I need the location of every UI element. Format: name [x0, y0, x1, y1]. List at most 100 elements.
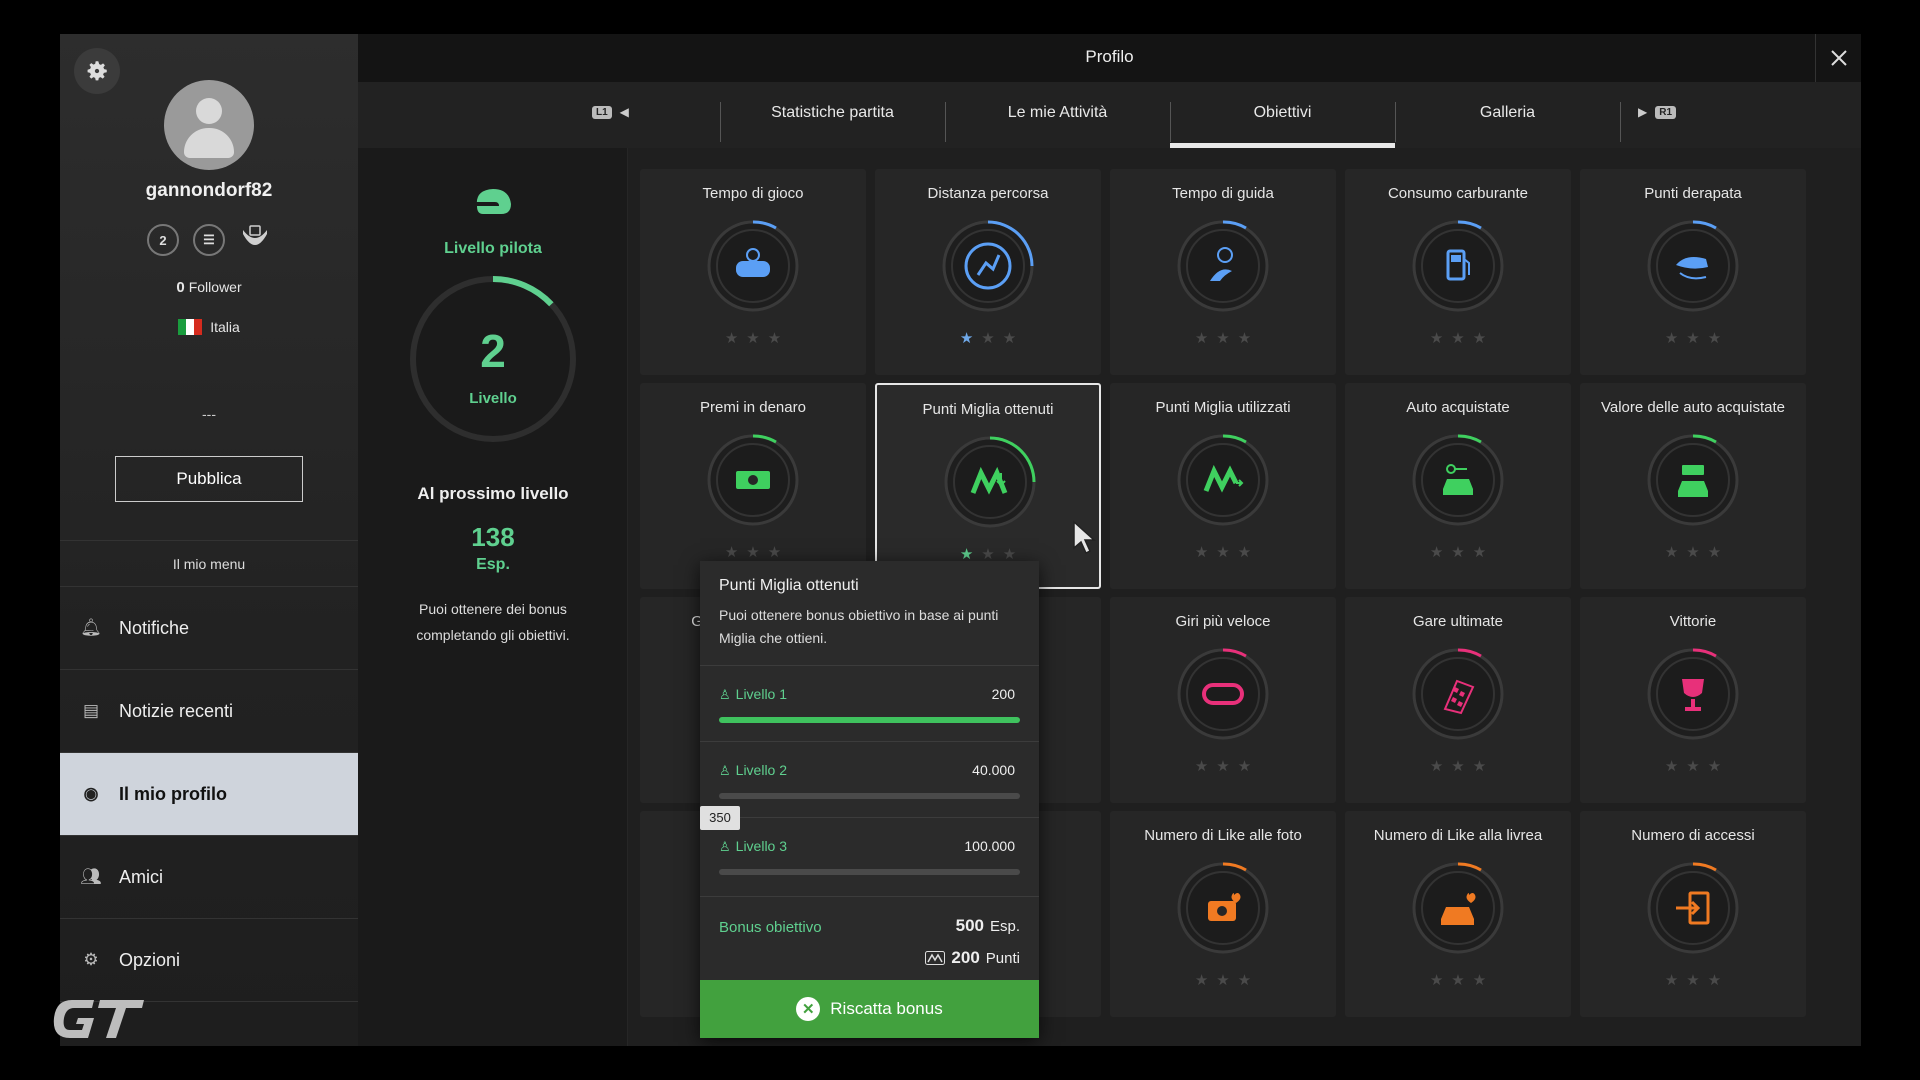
- star-icon: ★: [1002, 330, 1025, 347]
- goal-stars: ★★★: [1110, 971, 1336, 989]
- goal-title: Vittorie: [1669, 613, 1717, 630]
- star-icon: ★: [1237, 972, 1260, 989]
- goal-title: Auto acquistate: [1406, 399, 1510, 416]
- star-icon: ★: [724, 544, 747, 561]
- title-bar: Profilo: [358, 34, 1861, 82]
- star-icon: ★: [1237, 758, 1260, 775]
- goal-stars: ★★★: [1580, 543, 1806, 561]
- star-icon: ★: [1429, 330, 1452, 347]
- star-icon: ★: [1451, 758, 1473, 775]
- star-icon: ★: [1472, 972, 1495, 989]
- star-icon: ★: [1237, 330, 1260, 347]
- followers-count: 0: [176, 279, 185, 296]
- tab-bar: L1 ◀ Statistiche partita Le mie Attività …: [358, 82, 1861, 148]
- car-cash-icon: [1646, 433, 1740, 527]
- tab-attivita[interactable]: Le mie Attività: [1007, 104, 1108, 121]
- star-icon: ★: [1664, 330, 1687, 347]
- goal-title: Punti Miglia utilizzati: [1155, 399, 1291, 416]
- avatar[interactable]: [164, 80, 254, 170]
- goal-card[interactable]: Premi in denaro ★★★: [640, 383, 866, 589]
- window-title: Profilo: [1085, 47, 1134, 66]
- goal-card[interactable]: Giri più veloce ★★★: [1110, 597, 1336, 803]
- star-icon: ★: [1237, 544, 1260, 561]
- shield-badge-icon: [239, 224, 271, 256]
- claim-bonus-button[interactable]: ✕ Riscatta bonus: [700, 980, 1039, 1038]
- goal-bonus: Bonus obiettivo 500 Esp. 200 Punti: [700, 896, 1039, 976]
- star-icon: ★: [1194, 544, 1217, 561]
- mileage-used-icon: [1176, 433, 1270, 527]
- goal-stars: ★★★: [1345, 757, 1571, 775]
- star-icon: ★: [1686, 758, 1708, 775]
- goal-card[interactable]: Valore delle auto acquistate ★★★: [1580, 383, 1806, 589]
- goal-card[interactable]: Punti Miglia utilizzati ★★★: [1110, 383, 1336, 589]
- gamepad-icon: [706, 219, 800, 313]
- tab-galleria[interactable]: Galleria: [1479, 104, 1536, 121]
- username: gannondorf82: [145, 180, 273, 201]
- cross-button-icon: ✕: [796, 997, 821, 1021]
- goal-stars: ★★★: [875, 329, 1101, 347]
- goal-card[interactable]: Tempo di gioco ★★★: [640, 169, 866, 375]
- goal-card[interactable]: Vittorie ★★★: [1580, 597, 1806, 803]
- star-icon: ★: [1472, 330, 1495, 347]
- star-icon: ★: [1686, 330, 1708, 347]
- tab-statistiche[interactable]: Statistiche partita: [771, 104, 894, 121]
- tab-next-button[interactable]: ▶ R1: [1638, 105, 1677, 119]
- star-icon: ★: [1451, 972, 1473, 989]
- r1-button-label: R1: [1655, 105, 1677, 119]
- menu-item-notizie[interactable]: ▤ Notizie recenti: [60, 670, 358, 753]
- goal-level-name: Livello 2: [719, 762, 787, 779]
- goal-card[interactable]: Distanza percorsa ★★★: [875, 169, 1101, 375]
- star-icon: ★: [746, 544, 768, 561]
- goal-card[interactable]: Numero di Like alle foto ★★★: [1110, 811, 1336, 1017]
- goal-card[interactable]: Numero di accessi ★★★: [1580, 811, 1806, 1017]
- goal-card[interactable]: Punti Miglia ottenuti ★★★: [875, 383, 1101, 589]
- goal-card[interactable]: Punti derapata ★★★: [1580, 169, 1806, 375]
- menu-item-opzioni[interactable]: ⚙ Opzioni: [60, 919, 358, 1002]
- driver-level-label: Livello: [469, 390, 517, 407]
- current-value-tag: 350: [700, 806, 740, 830]
- goal-level-progress-bar: [719, 717, 1020, 723]
- star-icon: ★: [1002, 546, 1025, 563]
- goal-title: Premi in denaro: [700, 399, 806, 416]
- cash-icon: [706, 433, 800, 527]
- goal-title: Tempo di gioco: [702, 185, 804, 202]
- goal-card[interactable]: Tempo di guida ★★★: [1110, 169, 1336, 375]
- goal-stars: ★★★: [640, 329, 866, 347]
- next-level-value: 138: [471, 522, 515, 552]
- goal-stars: ★★★: [1110, 329, 1336, 347]
- star-icon: ★: [1707, 330, 1730, 347]
- close-button[interactable]: [1815, 34, 1861, 82]
- menu-item-notifiche[interactable]: 🔔︎ Notifiche: [60, 587, 358, 670]
- star-icon: ★: [959, 330, 982, 347]
- goal-title: Consumo carburante: [1387, 185, 1529, 202]
- goal-card[interactable]: Numero di Like alla livrea ★★★: [1345, 811, 1571, 1017]
- bonus-points-value: 200: [951, 948, 980, 967]
- country-name: Italia: [210, 319, 240, 335]
- goal-level-3: Livello 3 100.000: [700, 817, 1039, 893]
- menu-item-profilo[interactable]: ◉ Il mio profilo: [60, 753, 358, 836]
- menu-item-amici[interactable]: 👥︎ Amici: [60, 836, 358, 919]
- arrow-left-icon: ◀: [619, 105, 629, 119]
- goal-card[interactable]: Gare ultimate ★★★: [1345, 597, 1571, 803]
- settings-button[interactable]: [74, 48, 120, 94]
- checkered-flag-icon: [1411, 647, 1505, 741]
- goal-stars: ★★★: [1580, 329, 1806, 347]
- goal-title: Punti derapata: [1644, 185, 1742, 202]
- sidebar: gannondorf82 2 ☰ 0 Follower Italia --- Pu…: [53, 34, 358, 1046]
- goal-card[interactable]: Consumo carburante ★★★: [1345, 169, 1571, 375]
- goal-title: Punti Miglia ottenuti: [922, 401, 1054, 418]
- tab-obiettivi[interactable]: Obiettivi: [1170, 82, 1395, 148]
- goal-stars: ★★★: [1345, 329, 1571, 347]
- star-icon: ★: [1707, 758, 1730, 775]
- goal-card[interactable]: Auto acquistate ★★★: [1345, 383, 1571, 589]
- publish-button[interactable]: Pubblica: [115, 456, 303, 502]
- followers-info[interactable]: 0 Follower: [60, 279, 358, 296]
- goal-detail-popup: Punti Miglia ottenuti Puoi ottenere bonu…: [700, 561, 1039, 1038]
- l1-button-label: L1: [592, 105, 612, 119]
- goal-stars: ★★★: [1110, 543, 1336, 561]
- star-icon: ★: [1216, 544, 1238, 561]
- star-icon: ★: [1194, 758, 1217, 775]
- arrow-right-icon: ▶: [1638, 105, 1648, 119]
- tab-prev-button[interactable]: L1 ◀: [592, 105, 629, 119]
- goal-level-2: Livello 2 40.000: [700, 741, 1039, 817]
